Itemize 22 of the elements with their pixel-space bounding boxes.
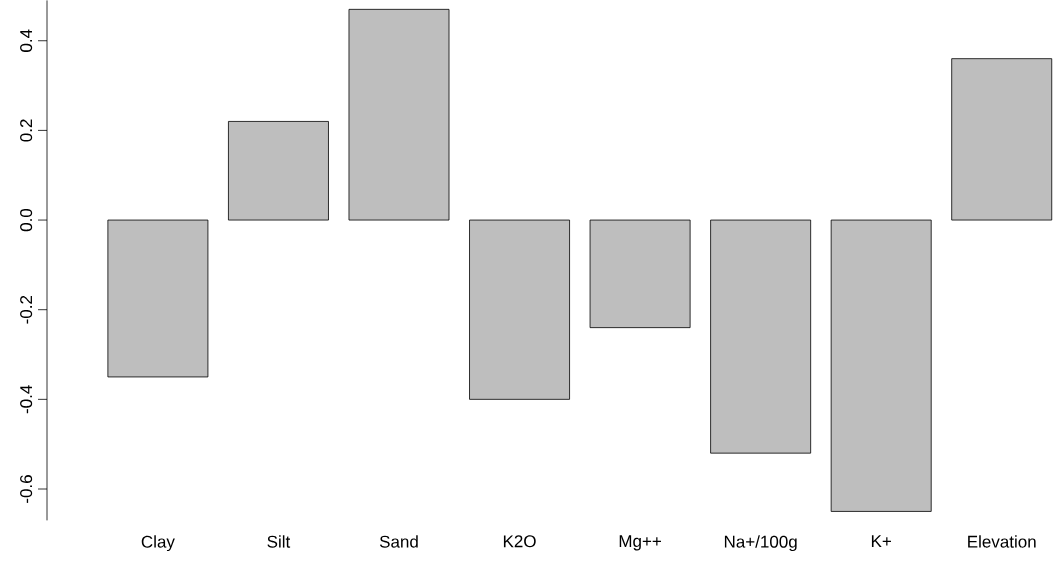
y-tick-label: 0.4 — [20, 29, 33, 52]
x-tick-label: K+ — [871, 535, 891, 547]
y-tick-label: -0.6 — [20, 474, 33, 503]
y-tick-label: 0.0 — [20, 208, 33, 232]
x-tick-label: Elevation — [968, 535, 1036, 548]
bar — [951, 58, 1053, 221]
bar — [348, 8, 450, 221]
x-tick-label: Silt — [267, 535, 291, 548]
bar — [228, 120, 329, 221]
bar — [589, 219, 691, 328]
bar — [107, 219, 209, 378]
x-tick-label: Clay — [141, 535, 175, 551]
bar — [469, 219, 570, 400]
y-tick-label: -0.2 — [20, 295, 33, 324]
bar — [710, 219, 812, 454]
bar — [830, 219, 932, 512]
x-tick-label: Sand — [379, 535, 418, 548]
y-tick-label: 0.2 — [20, 119, 33, 142]
x-tick-label: K2O — [503, 535, 536, 548]
x-tick-label: Mg++ — [619, 535, 661, 551]
y-tick-label: -0.4 — [20, 385, 33, 414]
x-tick-label: Na+/100g — [724, 535, 797, 551]
